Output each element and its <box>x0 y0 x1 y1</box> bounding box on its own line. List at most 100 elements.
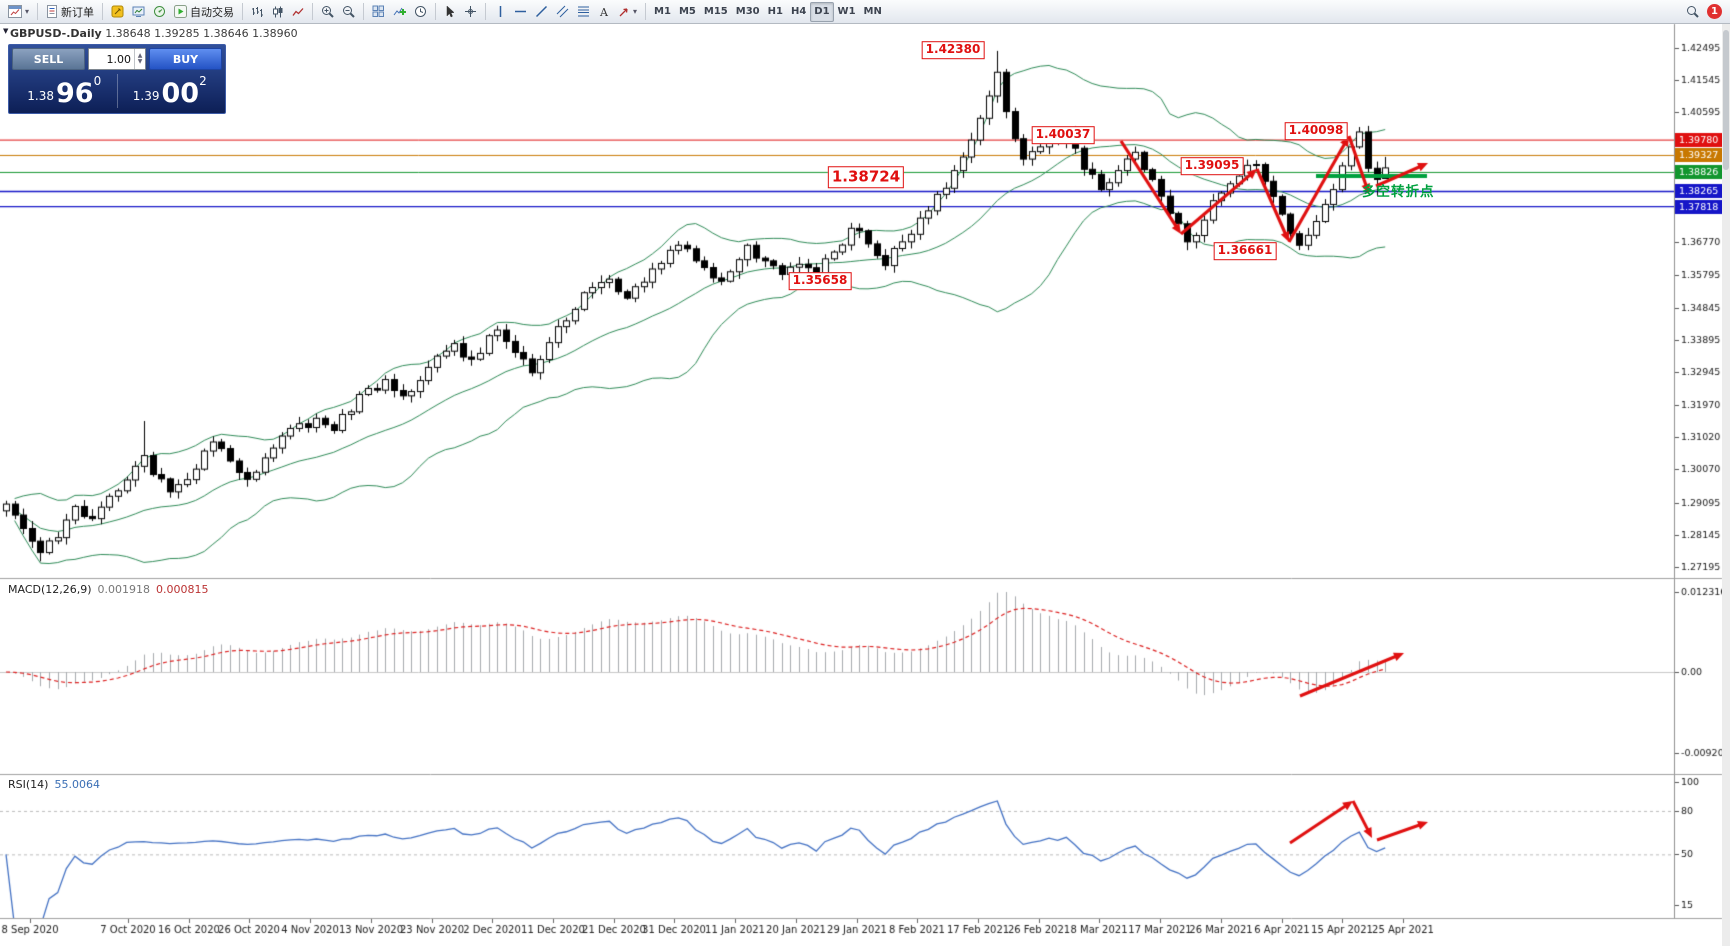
market-watch-button[interactable] <box>128 2 149 22</box>
macd-title: MACD(12,26,9) <box>8 583 92 596</box>
dropdown-caret-icon: ▾ <box>25 7 30 16</box>
one-click-trading-panel: SELL 1.00 ▲ ▼ BUY 1.38 96 0 1.39 00 2 <box>8 44 226 114</box>
metaeditor-button[interactable] <box>107 2 128 22</box>
symbol-name: GBPUSD-.Daily <box>10 27 102 40</box>
toolbar-separator <box>37 3 39 20</box>
autotrading-icon <box>174 5 188 18</box>
dropdown-caret-icon: ▾ <box>633 7 638 16</box>
candlestick-icon <box>272 6 284 18</box>
timeframe-button-d1[interactable]: D1 <box>810 1 834 22</box>
svg-text:A: A <box>599 6 609 18</box>
new-order-icon <box>46 5 58 18</box>
timeframe-button-m1[interactable]: M1 <box>654 6 671 17</box>
zoom-out-icon <box>342 5 355 18</box>
vertical-line-button[interactable] <box>490 2 510 22</box>
metaeditor-icon <box>111 5 124 18</box>
tile-windows-button[interactable] <box>368 2 389 22</box>
sell-button[interactable]: SELL <box>12 48 85 70</box>
timeframe-button-m15[interactable]: M15 <box>703 6 728 17</box>
periods-button[interactable] <box>410 2 431 22</box>
arrow-tools-button[interactable]: ▾ <box>614 2 641 22</box>
fibonacci-icon <box>577 5 590 18</box>
tile-windows-icon <box>372 5 385 18</box>
timeframe-button-m5[interactable]: M5 <box>678 6 696 17</box>
zoom-in-icon <box>321 5 334 18</box>
crosshair-button[interactable] <box>460 2 481 22</box>
strategy-tester-button[interactable] <box>149 2 170 22</box>
symbol-ohlc-values: 1.38648 1.39285 1.38646 1.38960 <box>105 27 298 40</box>
pivot-point-label: 多空转折点 <box>1362 184 1435 200</box>
toolbar-button-label: 新订单 <box>61 5 95 19</box>
rsi-indicator-header: RSI(14) 55.0064 <box>8 778 100 791</box>
autotrading-button[interactable]: 自动交易 <box>170 2 238 22</box>
text-icon: A <box>598 6 610 18</box>
rsi-title: RSI(14) <box>8 778 49 791</box>
one-click-toggle-icon[interactable]: ▼ <box>3 27 9 35</box>
toolbar-separator <box>102 3 104 20</box>
volume-spinner[interactable]: ▲ ▼ <box>134 49 145 69</box>
timeframe-button-h1[interactable]: H1 <box>767 6 783 17</box>
cursor-icon <box>444 5 456 18</box>
volume-input[interactable]: 1.00 ▲ ▼ <box>88 48 146 70</box>
price-divider <box>116 74 118 108</box>
toolbar-separator <box>645 3 647 20</box>
indicators-icon <box>393 5 407 18</box>
timeframe-button-w1[interactable]: W1 <box>837 6 856 17</box>
notification-badge[interactable]: 1 <box>1703 2 1726 22</box>
candlestick-button[interactable] <box>268 2 288 22</box>
buy-price-pipette: 2 <box>199 74 207 88</box>
periods-icon <box>414 5 427 18</box>
cursor-button[interactable] <box>440 2 460 22</box>
line-chart-button[interactable] <box>288 2 308 22</box>
toolbar-separator <box>312 3 314 20</box>
new-order-button[interactable]: 新订单 <box>42 2 98 22</box>
trendline-icon <box>535 5 548 18</box>
search-button[interactable] <box>1682 2 1703 22</box>
scrollbar-thumb[interactable] <box>1723 30 1729 170</box>
bar-chart-icon <box>251 6 264 18</box>
macd-main-value: 0.001918 <box>97 583 151 596</box>
sell-price-big: 96 <box>56 78 94 109</box>
macd-indicator-header: MACD(12,26,9) 0.001918 0.000815 <box>8 583 209 596</box>
toolbar-separator <box>242 3 244 20</box>
buy-price[interactable]: 1.39 00 2 <box>118 72 223 110</box>
arrow-tools-icon <box>618 6 630 18</box>
crosshair-icon <box>464 5 477 18</box>
vertical-line-icon <box>496 5 505 18</box>
toolbar-button-label: 自动交易 <box>190 5 235 19</box>
notification-count-badge: 1 <box>1707 4 1722 19</box>
bar-chart-button[interactable] <box>247 2 268 22</box>
buy-button[interactable]: BUY <box>149 48 222 70</box>
timeframe-button-mn[interactable]: MN <box>863 6 882 17</box>
toolbar-separator <box>435 3 437 20</box>
fibonacci-button[interactable] <box>573 2 594 22</box>
indicators-button[interactable] <box>389 2 410 22</box>
strategy-tester-icon <box>153 5 166 18</box>
equidistant-channel-button[interactable] <box>552 2 573 22</box>
search-icon <box>1686 5 1699 18</box>
symbol-title: GBPUSD-.Daily 1.38648 1.39285 1.38646 1.… <box>10 27 298 40</box>
toolbar-separator <box>363 3 365 20</box>
horizontal-line-icon <box>514 7 527 16</box>
vertical-scrollbar[interactable] <box>1722 24 1730 946</box>
macd-signal-value: 0.000815 <box>156 583 209 596</box>
trendline-button[interactable] <box>531 2 552 22</box>
channel-icon <box>556 5 569 18</box>
toolbar-separator <box>485 3 487 20</box>
buy-price-big: 00 <box>161 78 200 109</box>
horizontal-line-button[interactable] <box>510 2 531 22</box>
sell-price[interactable]: 1.38 96 0 <box>12 72 117 110</box>
timeframe-button-h4[interactable]: H4 <box>790 6 807 17</box>
timeframe-button-m30[interactable]: M30 <box>735 6 760 17</box>
sell-price-pipette: 0 <box>93 74 102 88</box>
rsi-value: 55.0064 <box>54 778 100 791</box>
market-watch-icon <box>132 5 145 18</box>
chart-window-button[interactable]: ▾ <box>4 2 33 22</box>
zoom-in-button[interactable] <box>317 2 338 22</box>
volume-value: 1.00 <box>106 52 132 66</box>
zoom-out-button[interactable] <box>338 2 359 22</box>
text-button[interactable]: A <box>594 2 614 22</box>
toolbar: ▾ 新订单 自动交易 A ▾ M1 M5 M15 M30 H1 H4 D1 W1 MN 1 <box>0 0 1730 24</box>
